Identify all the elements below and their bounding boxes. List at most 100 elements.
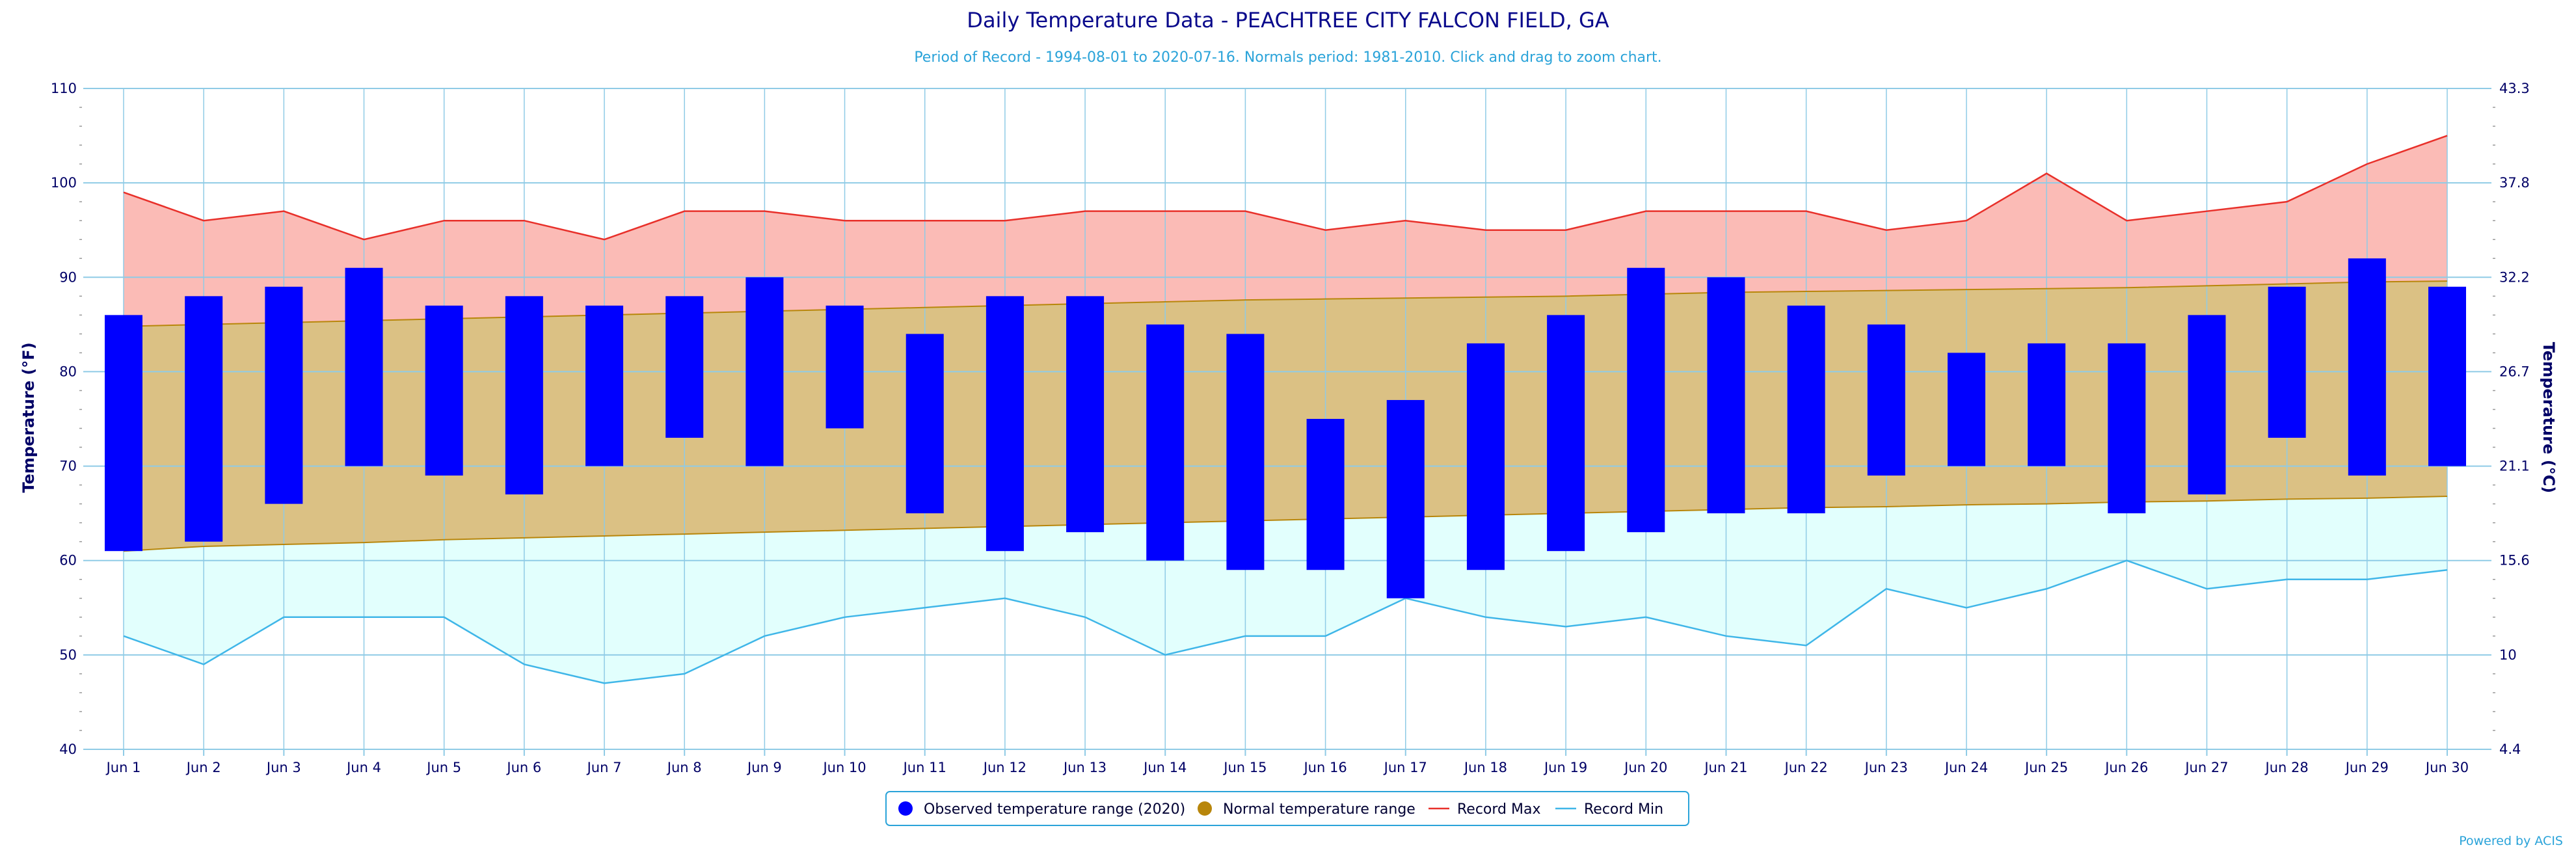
x-tick-label: Jun 11 <box>902 760 946 775</box>
observed-range-bar[interactable] <box>1627 267 1665 533</box>
observed-range-bar[interactable] <box>986 296 1024 552</box>
observed-range-bar[interactable] <box>2428 286 2466 466</box>
x-tick-label: Jun 13 <box>1062 760 1107 775</box>
y-tick-label-left: 60 <box>59 553 77 568</box>
y-tick-label-left: 100 <box>51 175 77 191</box>
y-tick-label-left: 80 <box>59 364 77 379</box>
x-tick-label: Jun 18 <box>1463 760 1507 775</box>
record-max-line[interactable] <box>123 135 2448 241</box>
x-tick-label: Jun 29 <box>2344 760 2389 775</box>
chart-title: Daily Temperature Data - PEACHTREE CITY … <box>967 8 1609 33</box>
y-tick-label-right: 21.1 <box>2499 459 2530 474</box>
x-tick-label: Jun 21 <box>1703 760 1747 775</box>
x-tick-label: Jun 5 <box>425 760 461 775</box>
x-tick-label: Jun 26 <box>2104 760 2148 775</box>
plot-area[interactable]: 40 4.4 50 10 60 15.6 70 21.1 80 26.7 90 32.2 100 37.8… <box>51 81 2530 775</box>
observed-range-bar[interactable] <box>265 286 303 504</box>
legend-item[interactable]: Record Max <box>1429 801 1541 818</box>
record-min-line[interactable] <box>123 559 2448 684</box>
y-tick-label-left: 50 <box>59 647 77 663</box>
legend[interactable]: Observed temperature range (2020) Normal … <box>885 791 1689 826</box>
blue-circle-icon <box>898 801 913 816</box>
y-tick-label-left: 110 <box>51 81 77 96</box>
legend-item[interactable]: Normal temperature range <box>1198 801 1415 818</box>
observed-range-bar[interactable] <box>1547 315 1585 552</box>
x-tick-label: Jun 30 <box>2424 760 2469 775</box>
x-tick-label: Jun 25 <box>2024 760 2068 775</box>
observed-range-bar[interactable] <box>105 315 142 552</box>
observed-range-bar[interactable] <box>2268 286 2306 438</box>
x-tick-label: Jun 15 <box>1222 760 1267 775</box>
y-tick-label-left: 40 <box>59 742 77 757</box>
record-min-band <box>124 496 2447 684</box>
observed-range-bar[interactable] <box>1226 334 1265 570</box>
observed-range-bar[interactable] <box>665 296 704 438</box>
observed-range-bar[interactable] <box>2028 343 2066 466</box>
x-tick-label: Jun 16 <box>1302 760 1347 775</box>
observed-range-bar[interactable] <box>906 334 944 514</box>
x-tick-label: Jun 20 <box>1623 760 1667 775</box>
observed-range-bar[interactable] <box>1947 353 1985 466</box>
x-tick-label: Jun 22 <box>1784 760 1828 775</box>
observed-range-bar[interactable] <box>505 296 543 495</box>
x-tick-label: Jun 14 <box>1142 760 1187 775</box>
y-axis-title-right: Temperature (°C) <box>2540 342 2558 494</box>
observed-range-bar[interactable] <box>1707 277 1745 514</box>
observed-range-bar[interactable] <box>825 305 864 429</box>
y-tick-label-right: 26.7 <box>2499 364 2530 379</box>
legend-item[interactable]: Record Min <box>1555 801 1663 818</box>
observed-range-bar[interactable] <box>2108 343 2146 514</box>
x-tick-label: Jun 3 <box>265 760 301 775</box>
observed-range-bar[interactable] <box>425 305 463 476</box>
x-tick-label: Jun 9 <box>746 760 782 775</box>
observed-range-bar[interactable] <box>2188 315 2226 495</box>
legend-label: Record Max <box>1457 801 1541 818</box>
observed-range-bar[interactable] <box>745 277 784 466</box>
y-tick-label-right: 43.3 <box>2499 81 2530 96</box>
normal-low-line <box>123 496 2448 552</box>
x-tick-label: Jun 28 <box>2264 760 2309 775</box>
legend-label: Record Min <box>1584 801 1663 818</box>
observed-range-bar[interactable] <box>1386 399 1425 598</box>
y-tick-label-right: 4.4 <box>2499 742 2521 757</box>
x-tick-label: Jun 17 <box>1383 760 1427 775</box>
observed-range-bar[interactable] <box>2348 258 2386 476</box>
observed-range-bar[interactable] <box>185 296 223 542</box>
y-tick-label-right: 32.2 <box>2499 269 2530 285</box>
legend-box <box>885 791 1689 826</box>
y-tick-label-right: 10 <box>2499 647 2517 663</box>
record-max-band <box>124 135 2447 327</box>
observed-range-bar[interactable] <box>585 305 624 466</box>
x-tick-label: Jun 10 <box>822 760 866 775</box>
legend-label: Observed temperature range (2020) <box>924 801 1185 818</box>
observed-range-bar[interactable] <box>1466 343 1505 570</box>
normal-range-band <box>124 281 2447 552</box>
observed-range-bar[interactable] <box>1146 324 1185 561</box>
chart-subtitle: Period of Record - 1994-08-01 to 2020-07… <box>914 49 1661 66</box>
legend-item[interactable]: Observed temperature range (2020) <box>898 801 1185 818</box>
x-tick-label: Jun 2 <box>185 760 221 775</box>
observed-range-bar[interactable] <box>1867 324 1905 476</box>
x-tick-label: Jun 12 <box>982 760 1026 775</box>
x-tick-label: Jun 19 <box>1543 760 1587 775</box>
legend-label: Normal temperature range <box>1223 801 1415 818</box>
observed-range-bar[interactable] <box>1066 296 1105 533</box>
x-tick-label: Jun 8 <box>666 760 702 775</box>
x-tick-label: Jun 4 <box>345 760 381 775</box>
y-tick-label-right: 37.8 <box>2499 175 2530 191</box>
observed-range-bar[interactable] <box>345 267 383 466</box>
observed-range-bar[interactable] <box>1306 419 1345 570</box>
credit-link[interactable]: Powered by ACIS <box>2459 834 2563 848</box>
x-tick-label: Jun 6 <box>505 760 541 775</box>
x-tick-label: Jun 7 <box>586 760 622 775</box>
y-tick-label-left: 70 <box>59 459 77 474</box>
y-axis-title-left: Temperature (°F) <box>20 342 38 492</box>
y-tick-label-right: 15.6 <box>2499 553 2530 568</box>
x-tick-label: Jun 24 <box>1944 760 1988 775</box>
gold-circle-icon <box>1198 801 1212 816</box>
x-tick-label: Jun 1 <box>105 760 141 775</box>
observed-range-bar[interactable] <box>1787 305 1825 514</box>
y-tick-label-left: 90 <box>59 269 77 285</box>
